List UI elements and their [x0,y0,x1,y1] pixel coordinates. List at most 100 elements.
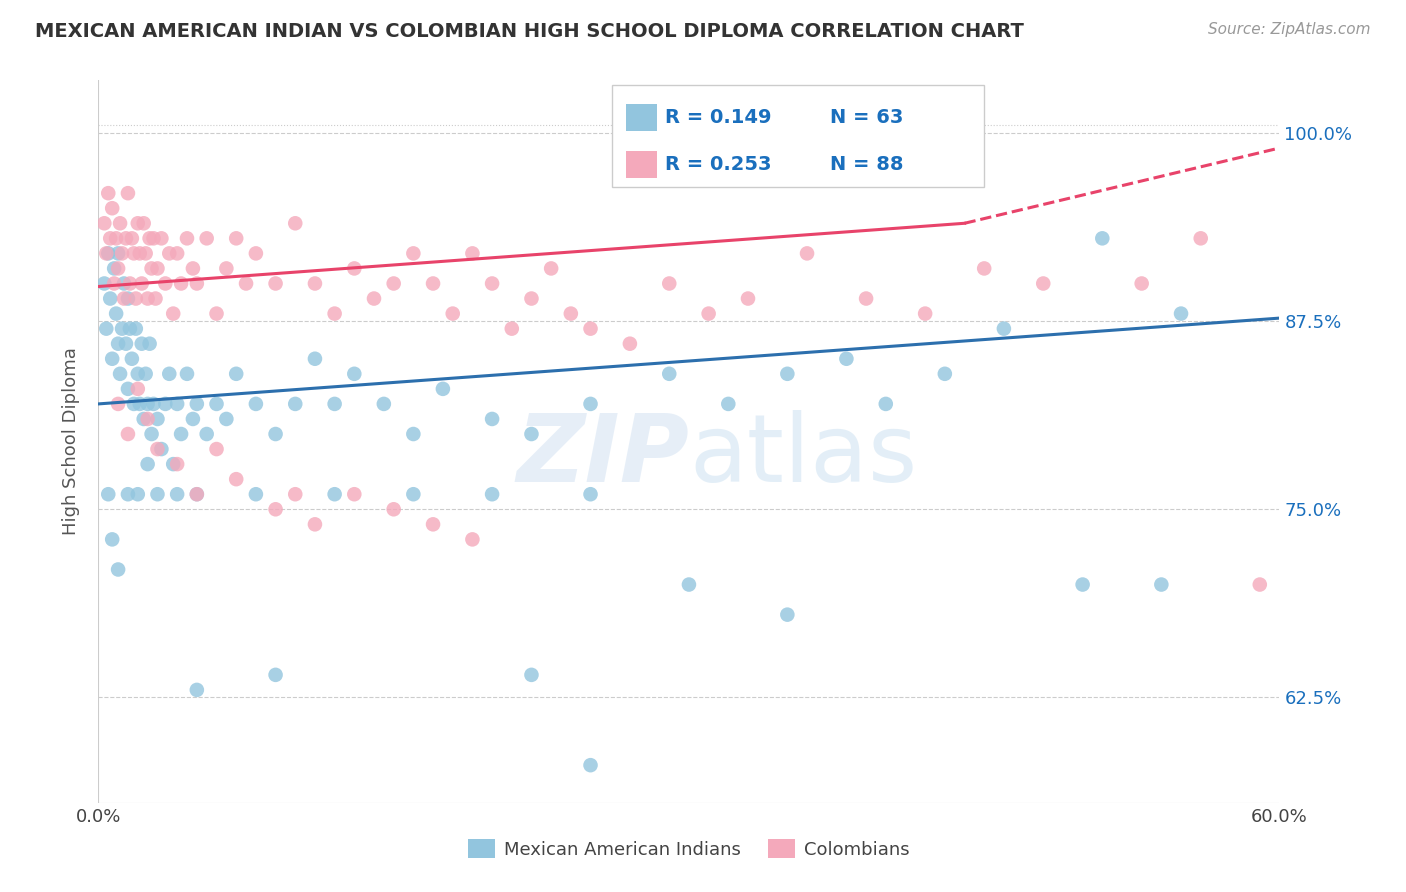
Point [264,502,287,516]
Point [97,487,120,501]
Point [245,397,267,411]
Point [181,412,204,426]
Point [264,427,287,442]
Point [107,336,129,351]
Point [934,367,956,381]
Point [142,397,165,411]
Point [117,487,139,501]
Point [166,487,188,501]
Point [304,277,326,291]
Point [461,533,484,547]
Point [121,351,143,366]
Point [121,231,143,245]
Point [186,397,208,411]
Point [101,533,124,547]
Point [402,246,425,260]
Point [284,487,307,501]
Point [520,292,543,306]
Text: MEXICAN AMERICAN INDIAN VS COLOMBIAN HIGH SCHOOL DIPLOMA CORRELATION CHART: MEXICAN AMERICAN INDIAN VS COLOMBIAN HIG… [35,22,1024,41]
Point [382,502,405,516]
Point [101,201,124,215]
Point [520,668,543,682]
Point [1091,231,1114,245]
Point [142,231,165,245]
Point [186,487,208,501]
Point [373,397,395,411]
Point [107,246,129,260]
Point [117,427,139,442]
Text: ZIP: ZIP [516,410,689,502]
Point [441,307,464,321]
Point [127,382,149,396]
Point [284,216,307,230]
Point [422,277,444,291]
Point [131,277,153,291]
Point [108,216,131,230]
Point [145,292,167,306]
Point [323,487,346,501]
Point [170,427,193,442]
Point [1189,231,1212,245]
Point [1032,277,1054,291]
Point [162,307,184,321]
Point [776,607,799,622]
Text: R = 0.253: R = 0.253 [665,155,772,174]
Point [205,397,228,411]
Point [264,668,287,682]
Point [1170,307,1192,321]
Point [835,351,858,366]
Text: Source: ZipAtlas.com: Source: ZipAtlas.com [1208,22,1371,37]
Point [560,307,582,321]
Point [122,246,145,260]
Point [1130,277,1153,291]
Point [186,487,208,501]
Point [461,246,484,260]
Point [111,246,134,260]
Point [146,442,169,456]
Point [125,321,148,335]
Point [176,231,198,245]
Point [579,758,602,772]
Point [141,427,163,442]
Point [128,397,150,411]
Point [697,307,720,321]
Point [245,487,267,501]
Point [117,292,139,306]
Point [422,517,444,532]
Point [678,577,700,591]
Point [520,427,543,442]
Point [579,321,602,335]
Point [717,397,740,411]
Point [166,246,188,260]
Point [115,336,138,351]
Point [1150,577,1173,591]
Point [135,367,157,381]
Point [150,442,173,456]
Point [112,277,135,291]
Point [225,231,247,245]
Point [195,427,218,442]
Point [127,487,149,501]
Legend: Mexican American Indians, Colombians: Mexican American Indians, Colombians [461,832,917,866]
Point [343,487,366,501]
Point [170,277,193,291]
Point [105,231,128,245]
Point [98,231,121,245]
Point [141,261,163,276]
Point [136,397,159,411]
Point [117,186,139,201]
Point [1071,577,1094,591]
Text: N = 63: N = 63 [830,108,903,127]
Point [579,397,602,411]
Text: R = 0.149: R = 0.149 [665,108,772,127]
Point [157,367,180,381]
Point [146,487,169,501]
Point [103,261,125,276]
Point [215,412,238,426]
Point [136,292,159,306]
Point [166,397,188,411]
Point [157,246,180,260]
Point [540,261,562,276]
Point [619,336,641,351]
Point [855,292,877,306]
